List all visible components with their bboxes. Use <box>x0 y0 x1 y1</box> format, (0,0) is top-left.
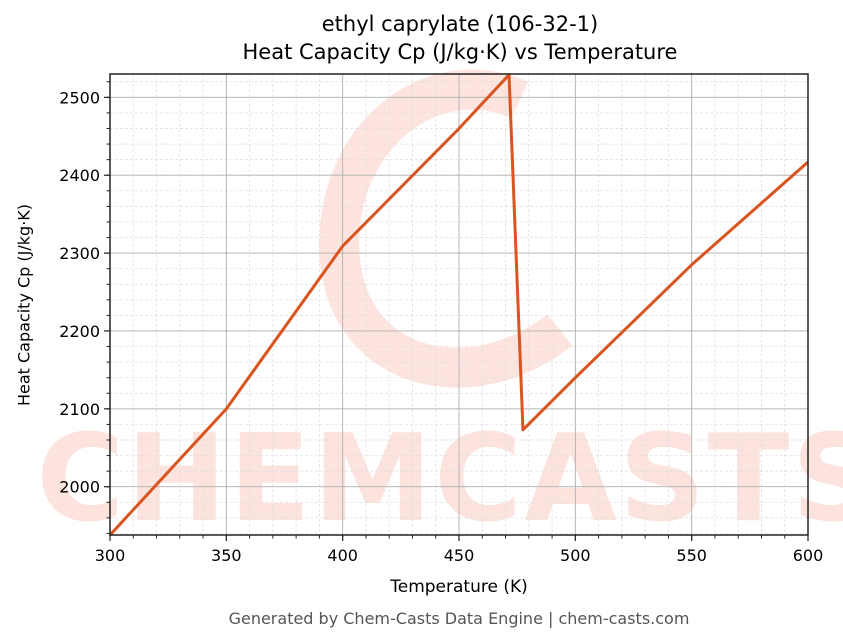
chart-subtitle: Heat Capacity Cp (J/kg·K) vs Temperature <box>242 40 678 64</box>
y-tick-label: 2100 <box>59 400 100 419</box>
x-axis-label: Temperature (K) <box>390 577 528 597</box>
y-tick-label: 2000 <box>59 478 100 497</box>
y-tick-label: 2400 <box>59 166 100 185</box>
chart-title: ethyl caprylate (106-32-1) <box>321 12 599 36</box>
y-axis-label: Heat Capacity Cp (J/kg·K) <box>14 203 34 407</box>
x-tick-label: 300 <box>95 546 126 565</box>
y-tick-label: 2500 <box>59 88 100 107</box>
y-tick-label: 2300 <box>59 244 100 263</box>
x-tick-label: 550 <box>676 546 707 565</box>
svg-text:CHEMCASTS: CHEMCASTS <box>36 410 843 549</box>
x-tick-label: 450 <box>444 546 475 565</box>
x-tick-label: 600 <box>793 546 824 565</box>
x-tick-label: 350 <box>211 546 242 565</box>
x-tick-label: 500 <box>560 546 591 565</box>
x-tick-label: 400 <box>327 546 358 565</box>
plot-frame <box>109 73 809 536</box>
watermark-logo: CHEMCASTS <box>36 69 843 549</box>
cp-curve <box>108 73 809 537</box>
y-tick-label: 2200 <box>59 322 100 341</box>
footer-credit: Generated by Chem-Casts Data Engine | ch… <box>228 609 690 628</box>
